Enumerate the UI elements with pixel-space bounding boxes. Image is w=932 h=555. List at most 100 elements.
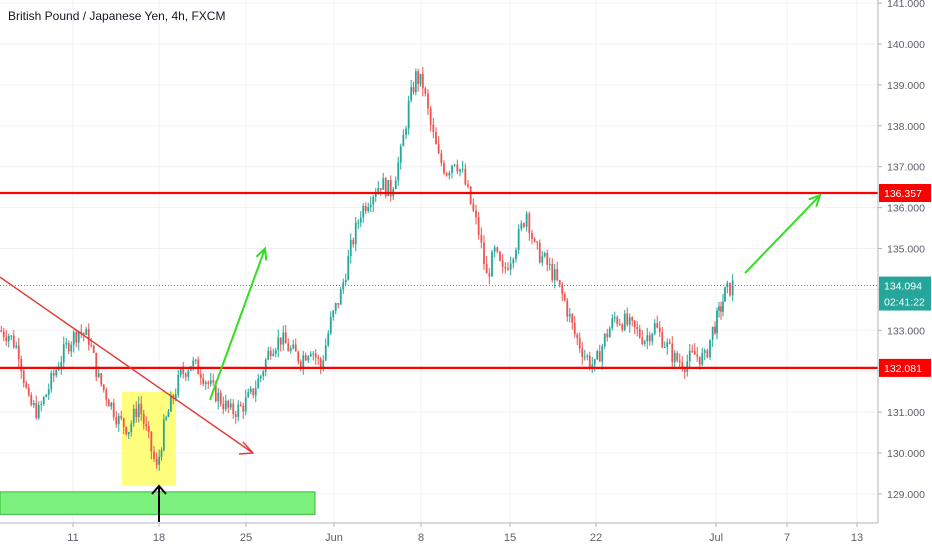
candle-body (461, 168, 464, 170)
candle-body (362, 205, 365, 218)
y-tick-label: 136.000 (887, 203, 925, 215)
candle-body (424, 88, 427, 94)
candle-body (72, 332, 75, 345)
candle-body (638, 329, 641, 338)
candle-body (693, 351, 696, 355)
candle-body (538, 242, 541, 263)
candle-body (120, 415, 123, 419)
candle-body (100, 373, 103, 385)
candle-body (45, 394, 48, 398)
candle-body (668, 342, 671, 344)
candle-body (459, 169, 461, 172)
candle-body (202, 378, 205, 384)
candle-body (726, 282, 729, 288)
candle-body (709, 339, 711, 358)
candle-body (15, 345, 18, 348)
countdown-label: 02:41:22 (884, 297, 925, 309)
current-price-label-bg (879, 276, 931, 311)
candle-body (150, 431, 153, 452)
candle-body (239, 404, 242, 406)
x-tick-label: 11 (67, 532, 78, 544)
candle-body (546, 253, 549, 265)
candle-body (314, 353, 317, 358)
candle-body (377, 188, 380, 194)
candle-body (429, 108, 432, 125)
candle-body (147, 426, 150, 432)
trendline[interactable] (0, 276, 254, 454)
candle-body (269, 350, 272, 356)
candle-body (598, 351, 601, 362)
candle-body (435, 132, 437, 145)
candle-body (658, 327, 661, 333)
candle-body (453, 164, 456, 166)
candle-body (322, 360, 325, 368)
candle-body (556, 269, 559, 281)
candle-body (407, 100, 410, 129)
candle-body (661, 332, 664, 348)
candle-body (536, 241, 539, 243)
candle-body (663, 347, 666, 349)
candle-body (229, 403, 232, 408)
candle-body (354, 222, 357, 245)
candle-body (224, 400, 227, 410)
level-price-label-bg (879, 358, 931, 377)
support-zone (0, 491, 316, 515)
candle-body (169, 395, 172, 412)
candle-body (87, 329, 90, 345)
candle-body (722, 301, 724, 312)
candle-body (467, 184, 469, 187)
candle-body (110, 402, 113, 407)
candle-body (209, 380, 212, 384)
candle-body (402, 135, 405, 147)
candle-body (212, 380, 215, 383)
candle-body (483, 242, 485, 265)
candle-body (528, 213, 531, 234)
candle-body (448, 172, 451, 176)
candle-body (576, 334, 579, 339)
candle-body (207, 382, 210, 384)
candle-body (304, 355, 307, 361)
candle-body (581, 348, 584, 358)
candle-body (105, 389, 108, 400)
y-tick-label: 137.000 (887, 162, 925, 174)
candle-body (621, 324, 624, 330)
candle-body (583, 356, 586, 358)
candle-body (182, 369, 185, 374)
candle-body (628, 317, 631, 325)
candle-body (342, 282, 345, 290)
candle-body (67, 343, 70, 352)
y-tick-label: 130.000 (887, 448, 925, 460)
candle-body (287, 343, 290, 352)
green-arrow[interactable] (744, 194, 821, 274)
candle-body (132, 408, 135, 424)
y-tick-label: 141.000 (887, 0, 925, 10)
y-tick-label: 129.000 (887, 489, 925, 501)
candle-body (364, 205, 367, 212)
candle-body (369, 204, 372, 207)
candle-body (277, 337, 280, 351)
x-tick-label: 13 (851, 532, 863, 544)
candle-body (160, 450, 163, 457)
candle-body (551, 264, 554, 281)
candle-body (142, 413, 145, 424)
candle-body (414, 71, 417, 93)
candle-body (55, 370, 58, 376)
candle-body (636, 327, 639, 330)
green-arrow[interactable] (209, 248, 266, 401)
candle-body (12, 335, 15, 348)
candle-body (317, 357, 320, 359)
y-tick-label: 140.000 (887, 39, 925, 51)
candle-body (588, 355, 591, 368)
candle-body (302, 355, 305, 368)
candle-body (509, 263, 512, 270)
candle-body (432, 124, 435, 133)
current-price-label: 134.094 (884, 281, 922, 293)
candle-body (184, 373, 187, 377)
candle-body (92, 345, 95, 353)
candle-body (568, 314, 571, 317)
candle-body (646, 335, 649, 342)
candle-body (125, 426, 128, 435)
candle-body (312, 353, 315, 355)
